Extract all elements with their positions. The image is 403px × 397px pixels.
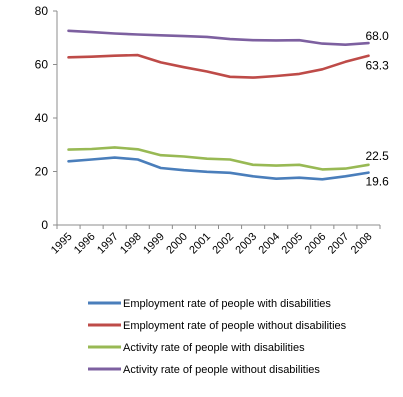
x-tick-label: 1996 (72, 231, 98, 257)
y-tick-label: 60 (35, 58, 49, 72)
x-tick-label: 1997 (95, 231, 121, 257)
legend-label: Activity rate of people without disabili… (123, 364, 320, 376)
x-tick-label: 2006 (303, 231, 329, 257)
y-tick-label: 40 (35, 111, 49, 125)
series-line-3 (67, 146, 370, 171)
x-tick-label: 2007 (326, 231, 352, 257)
series-end-label: 63.3 (365, 59, 389, 73)
y-tick-label: 20 (35, 165, 49, 179)
series-line-2 (67, 53, 370, 79)
series-line-1 (67, 156, 370, 181)
series-line-4 (67, 29, 370, 47)
y-tick-label: 0 (41, 218, 48, 232)
series-end-label: 22.5 (365, 149, 389, 163)
series-end-label: 19.6 (365, 175, 389, 189)
x-tick-label: 2005 (280, 231, 306, 257)
x-tick-label: 1995 (49, 231, 75, 257)
x-tick-label: 2003 (233, 231, 259, 257)
x-tick-label: 2004 (257, 231, 283, 257)
series-end-label: 68.0 (365, 29, 389, 43)
legend-label: Employment rate of people without disabi… (123, 320, 347, 332)
legend-label: Activity rate of people with disabilitie… (123, 342, 305, 354)
y-tick-label: 80 (35, 4, 49, 18)
x-tick-label: 2002 (210, 231, 236, 257)
x-tick-label: 2001 (187, 231, 213, 257)
x-tick-label: 2008 (349, 231, 375, 257)
legend-label: Employment rate of people with disabilit… (123, 298, 331, 310)
x-tick-label: 2000 (164, 231, 190, 257)
x-tick-label: 1998 (118, 231, 144, 257)
x-tick-label: 1999 (141, 231, 167, 257)
